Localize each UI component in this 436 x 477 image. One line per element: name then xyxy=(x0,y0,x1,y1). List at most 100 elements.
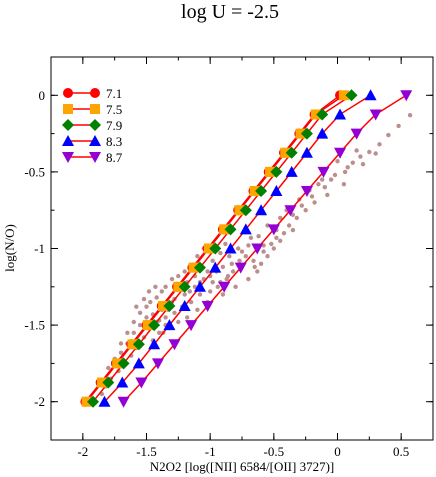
x-tick-label: 0 xyxy=(334,444,341,459)
series-marker xyxy=(317,166,330,178)
scatter-point xyxy=(137,310,143,315)
series-marker xyxy=(270,185,283,197)
x-tick-label: -0.5 xyxy=(264,444,285,459)
series-marker xyxy=(203,243,214,254)
scatter-point xyxy=(182,292,187,297)
series-marker xyxy=(178,280,191,293)
scatter-point xyxy=(210,258,215,263)
scatter-point xyxy=(229,261,234,266)
series-marker xyxy=(102,376,115,389)
scatter-point xyxy=(294,215,299,221)
legend-marker xyxy=(63,88,73,98)
y-tick-label: -1 xyxy=(34,241,45,256)
scatter-point xyxy=(360,162,366,167)
scatter-point xyxy=(325,192,330,198)
y-axis-label: log(N/O) xyxy=(2,224,17,272)
series-marker xyxy=(127,339,138,350)
series-marker xyxy=(334,108,347,120)
series-marker xyxy=(280,147,291,158)
series-marker xyxy=(270,165,283,178)
scatter-point xyxy=(303,208,308,213)
scatter-point xyxy=(195,254,200,259)
series-marker xyxy=(142,320,153,331)
series-marker xyxy=(265,166,276,177)
scatter-point xyxy=(131,330,136,335)
series-marker xyxy=(132,357,145,369)
series-marker xyxy=(249,186,260,197)
chart-title: log U = -2.5 xyxy=(181,1,279,23)
series-marker xyxy=(173,281,184,292)
scatter-point xyxy=(328,177,334,182)
legend-marker xyxy=(89,119,101,131)
scatter-point xyxy=(220,292,226,297)
series-marker xyxy=(239,223,252,235)
scatter-point xyxy=(286,223,292,228)
series-marker xyxy=(112,358,123,369)
series-marker xyxy=(285,165,298,177)
series-marker xyxy=(364,89,377,101)
series-marker xyxy=(81,396,92,407)
legend-marker xyxy=(89,152,101,163)
scatter-point xyxy=(230,269,236,274)
scatter-point xyxy=(118,341,124,346)
scatter-point xyxy=(125,330,130,335)
scatter-point xyxy=(239,249,245,254)
scatter-point xyxy=(185,315,190,320)
series-marker xyxy=(255,185,268,198)
x-axis-label: N2O2 [log([NII] 6584/[OII] 3727)] xyxy=(150,459,334,474)
scatter-point xyxy=(251,258,256,263)
scatter-point xyxy=(271,246,276,251)
scatter-point xyxy=(176,273,181,279)
x-tick-label: -1.5 xyxy=(136,444,157,459)
scatter-point xyxy=(377,142,382,147)
scatter-point xyxy=(159,289,164,294)
series-marker xyxy=(168,339,181,351)
scatter-point xyxy=(407,113,413,118)
scatter-point xyxy=(137,322,143,328)
series-marker xyxy=(295,128,306,139)
scatter-point xyxy=(227,254,232,259)
scatter-point xyxy=(246,243,251,248)
series-marker xyxy=(255,204,268,216)
scatter-point xyxy=(299,203,304,208)
scatter-point xyxy=(278,238,283,243)
scatter-point xyxy=(237,258,242,263)
series-marker xyxy=(300,146,313,158)
scatter-point xyxy=(341,182,347,187)
series-marker xyxy=(98,395,111,407)
scatter-point xyxy=(274,235,279,240)
scatter-point xyxy=(157,330,162,335)
scatter-point xyxy=(163,315,168,320)
series-marker xyxy=(117,396,130,408)
legend-marker xyxy=(90,88,100,98)
scatter-point xyxy=(320,177,325,182)
scatter-point xyxy=(345,165,350,170)
series-marker xyxy=(209,242,222,255)
legend-marker xyxy=(62,135,74,146)
scatter-point xyxy=(223,241,228,247)
scatter-point xyxy=(316,182,321,187)
scatter-point xyxy=(169,276,175,282)
scatter-point xyxy=(154,295,159,300)
scatter-point xyxy=(252,264,257,270)
series-marker xyxy=(400,90,413,102)
scatter-point xyxy=(192,284,198,289)
series-marker xyxy=(345,89,358,102)
series-marker xyxy=(163,319,176,331)
series-marker xyxy=(117,357,130,370)
scatter-point xyxy=(290,227,296,233)
series-marker xyxy=(201,300,214,312)
y-tick-label: 0 xyxy=(39,88,46,103)
scatter-point xyxy=(163,284,168,289)
legend-marker xyxy=(62,152,74,163)
scatter-point xyxy=(195,307,200,312)
scatter-point xyxy=(153,284,158,289)
scatter-point xyxy=(131,319,136,325)
scatter-point xyxy=(188,299,194,305)
series-marker xyxy=(300,186,313,198)
scatter-point xyxy=(386,132,391,138)
scatter-point xyxy=(233,284,238,289)
series-marker xyxy=(209,261,222,273)
x-tick-label: 0.5 xyxy=(393,444,409,459)
scatter-point xyxy=(243,254,248,259)
